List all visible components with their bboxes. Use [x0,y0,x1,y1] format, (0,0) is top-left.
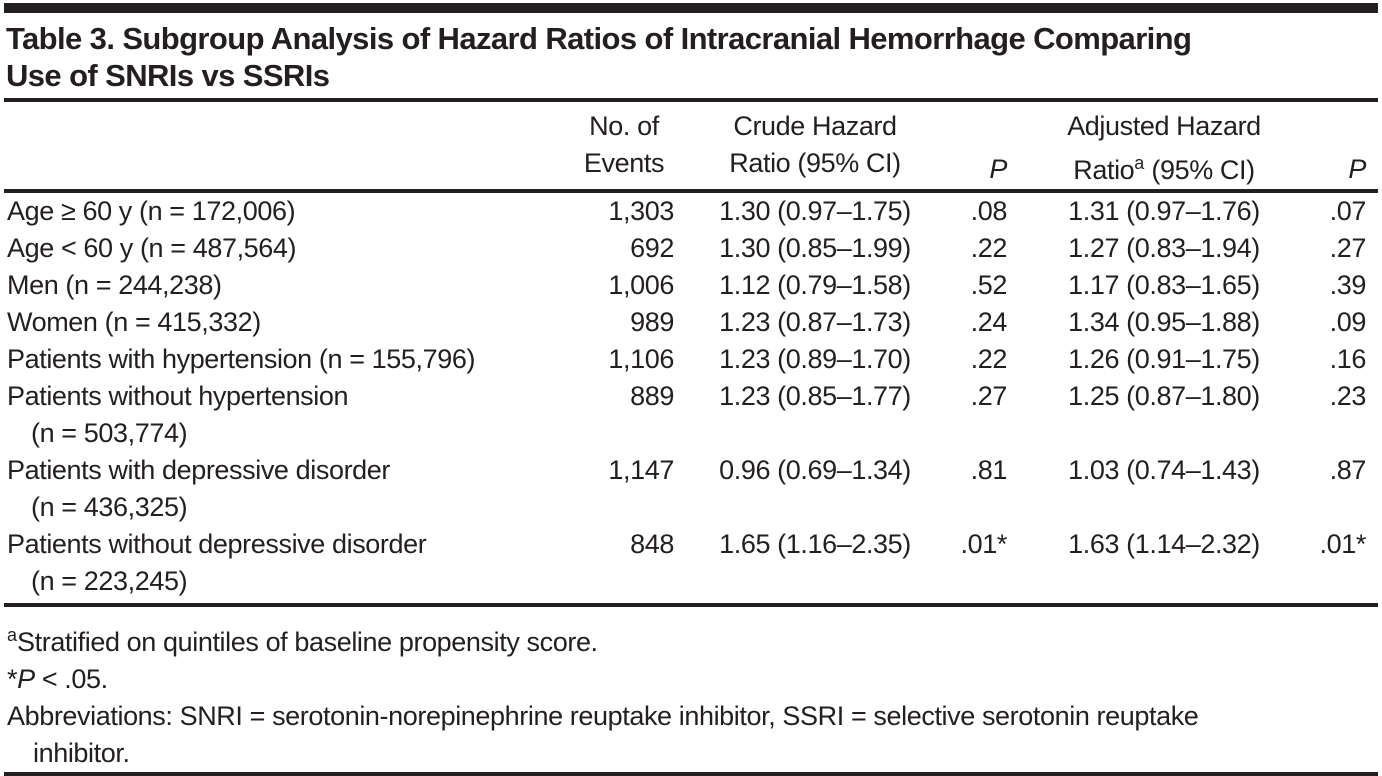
footnote-a-marker: a [7,625,18,645]
table-row-age-ge-60: Age ≥ 60 y (n = 172,006) 1,303 1.30 (0.9… [4,193,1378,230]
header-row: No. of Events Crude Hazard Ratio (95% CI… [4,102,1378,193]
events-cell: 848 [630,529,674,559]
crude-hr-cell: 0.96 (0.69–1.34) [719,455,911,485]
p-value-cell: .08 [970,196,1008,226]
subgroup-label-cell: Age < 60 y (n = 487,564) [7,233,297,263]
hazard-ratio-table: No. of Events Crude Hazard Ratio (95% CI… [4,102,1378,603]
crude-hr-cell: 1.65 (1.16–2.35) [719,529,911,559]
events-cell: 692 [630,233,674,263]
asterisk-marker: * [7,664,18,694]
adjusted-hr-cell: 1.31 (0.97–1.76) [1068,196,1260,226]
events-cell: 1,303 [608,196,674,226]
adjusted-p-value-cell: .23 [1329,381,1367,411]
table-header: No. of Events Crude Hazard Ratio (95% CI… [4,102,1378,193]
crude-hr-cell: 1.23 (0.87–1.73) [719,307,911,337]
col-header-subgroup [4,102,558,193]
subgroup-label-cell: Patients without hypertension (n = 503,77… [7,381,349,448]
p-value-cell: .01* [960,529,1008,559]
footnote-significance: *P < .05. [7,664,108,694]
footnote-a: aStratified on quintiles of baseline pro… [7,625,598,657]
crude-hr-cell: 1.23 (0.85–1.77) [719,381,911,411]
p-value-cell: .24 [970,307,1008,337]
adjusted-hr-cell: 1.27 (0.83–1.94) [1068,233,1260,263]
table-row-with-depressive-disorder: Patients with depressive disorder (n = 43… [4,452,1378,526]
events-cell: 889 [630,381,674,411]
divider-below-title [4,98,1378,102]
subgroup-label-cell: Age ≥ 60 y (n = 172,006) [7,196,296,226]
events-cell: 1,147 [608,455,674,485]
p-value-cell: .22 [970,233,1008,263]
divider-below-data [4,603,1378,607]
table-title-line1: Table 3. Subgroup Analysis of Hazard Rat… [6,21,1192,56]
adjusted-hr-cell: 1.25 (0.87–1.80) [1068,381,1260,411]
table-title-line2: Use of SNRIs vs SSRIs [6,58,330,93]
adjusted-hr-cell: 1.63 (1.14–2.32) [1068,529,1260,559]
footnote-abbreviations-line2: inhibitor. [33,738,130,768]
crude-hr-cell: 1.30 (0.85–1.99) [719,233,911,263]
adjusted-p-value-cell: .16 [1329,344,1367,374]
subgroup-label-cell: Women (n = 415,332) [7,307,261,337]
table-row-with-hypertension: Patients with hypertension (n = 155,796)… [4,341,1378,378]
crude-hr-cell: 1.30 (0.97–1.75) [719,196,911,226]
table-body: Age ≥ 60 y (n = 172,006) 1,303 1.30 (0.9… [4,193,1378,603]
subgroup-label-cell: Patients with hypertension (n = 155,796) [7,344,476,374]
crude-hr-cell: 1.23 (0.89–1.70) [719,344,911,374]
p-value-cell: .22 [970,344,1008,374]
subgroup-label-cell: Patients without depressive disorder (n =… [7,529,427,596]
footnotes: aStratified on quintiles of baseline pro… [4,607,1378,772]
adjusted-p-value-cell: .87 [1329,455,1367,485]
adjusted-p-value-cell: .01* [1319,529,1367,559]
top-rule [4,3,1378,13]
p-value-cell: .81 [970,455,1008,485]
adjusted-p-value-cell: .39 [1329,270,1367,300]
subgroup-label-cell: Patients with depressive disorder (n = 43… [7,455,390,522]
adjusted-hr-cell: 1.34 (0.95–1.88) [1068,307,1260,337]
adjusted-p-value-cell: .27 [1329,233,1367,263]
table-row-men: Men (n = 244,238) 1,006 1.12 (0.79–1.58)… [4,267,1378,304]
adjusted-p-value-cell: .09 [1329,307,1367,337]
col-header-crude-hr: Crude Hazard Ratio (95% CI) [690,102,940,193]
p-value-cell: .27 [970,381,1008,411]
events-cell: 1,006 [608,270,674,300]
col-header-adjusted-hr: Adjusted Hazard Ratioa (95% CI) [1032,102,1296,193]
p-value-cell: .52 [970,270,1008,300]
bottom-rule [4,772,1378,776]
table-row-age-lt-60: Age < 60 y (n = 487,564) 692 1.30 (0.85–… [4,230,1378,267]
col-header-events: No. of Events [558,102,690,193]
table-title: Table 3. Subgroup Analysis of Hazard Rat… [4,20,1378,94]
footnote-a-marker: a [1134,153,1145,173]
events-cell: 989 [630,307,674,337]
subgroup-label-cell: Men (n = 244,238) [7,270,222,300]
adjusted-hr-cell: 1.26 (0.91–1.75) [1068,344,1260,374]
events-cell: 1,106 [608,344,674,374]
table-figure: Table 3. Subgroup Analysis of Hazard Rat… [0,3,1382,776]
col-header-p-adjusted: P [1296,102,1378,193]
table-row-without-hypertension: Patients without hypertension (n = 503,77… [4,378,1378,452]
adjusted-p-value-cell: .07 [1329,196,1367,226]
table-row-without-depressive-disorder: Patients without depressive disorder (n =… [4,526,1378,603]
crude-hr-cell: 1.12 (0.79–1.58) [719,270,911,300]
adjusted-hr-cell: 1.17 (0.83–1.65) [1068,270,1260,300]
col-header-p-crude: P [940,102,1032,193]
table-row-women: Women (n = 415,332) 989 1.23 (0.87–1.73)… [4,304,1378,341]
footnote-abbreviations-line1: Abbreviations: SNRI = serotonin-norepine… [7,701,1199,731]
adjusted-hr-cell: 1.03 (0.74–1.43) [1068,455,1260,485]
